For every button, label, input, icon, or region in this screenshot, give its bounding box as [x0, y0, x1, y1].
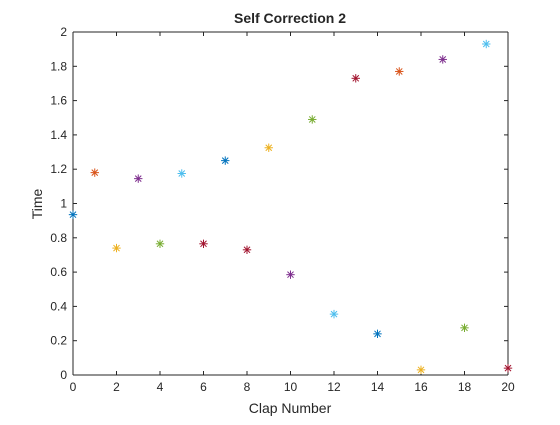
data-point-marker — [134, 174, 143, 183]
data-point-marker — [438, 55, 447, 64]
y-tick-label: 1.8 — [50, 59, 67, 73]
data-point-marker — [503, 363, 513, 373]
y-tick-label: 0.4 — [50, 299, 67, 313]
x-tick-label: 20 — [501, 380, 515, 394]
data-point-marker — [90, 168, 99, 177]
data-point-marker — [199, 239, 208, 249]
chart-title: Self Correction 2 — [234, 10, 346, 26]
ticks: 0 2 4 6 8 10 12 14 16 18 20 0 0.2 0.4 0.6 0.8 1 1.2 1.4 1.6… — [50, 25, 515, 394]
y-tick-label: 1.4 — [50, 128, 67, 142]
data-point-marker — [308, 115, 317, 124]
x-tick-label: 12 — [327, 380, 341, 394]
x-tick-label: 18 — [458, 380, 472, 394]
y-tick-label: 0.2 — [50, 334, 67, 348]
x-tick-label: 8 — [244, 380, 251, 394]
x-tick-label: 4 — [157, 380, 164, 394]
data-point-marker — [351, 74, 360, 83]
data-point-marker — [416, 365, 426, 375]
y-axis-label: Time — [29, 188, 45, 219]
data-point-marker — [177, 169, 186, 178]
y-tick-label: 1.2 — [50, 162, 67, 176]
y-tick-label: 0 — [60, 368, 67, 382]
data-point-marker — [242, 245, 252, 255]
y-tick-label: 1 — [60, 197, 67, 211]
x-tick-label: 2 — [113, 380, 120, 394]
data-point-marker — [264, 143, 273, 152]
y-tick-label: 1.6 — [50, 94, 67, 108]
data-point-marker — [329, 309, 339, 319]
y-tick-label: 0.8 — [50, 231, 67, 245]
x-tick-label: 6 — [200, 380, 207, 394]
data-point-marker — [68, 210, 78, 219]
data-point-marker — [286, 270, 295, 279]
data-point-marker — [112, 243, 121, 253]
y-tick-label: 0.6 — [50, 265, 67, 279]
data-point-marker — [482, 39, 491, 49]
x-tick-label: 10 — [284, 380, 298, 394]
data-point-marker — [395, 67, 404, 76]
data-point-marker — [221, 156, 230, 165]
data-point-marker — [373, 329, 382, 339]
data-point-marker — [460, 323, 469, 333]
data-point-marker — [155, 239, 165, 249]
plot-area — [73, 32, 508, 375]
y-tick-label: 2 — [60, 25, 67, 39]
data-points — [68, 39, 513, 375]
x-tick-label: 16 — [414, 380, 428, 394]
x-tick-label: 0 — [70, 380, 77, 394]
x-tick-label: 14 — [371, 380, 385, 394]
x-axis-label: Clap Number — [249, 400, 332, 416]
